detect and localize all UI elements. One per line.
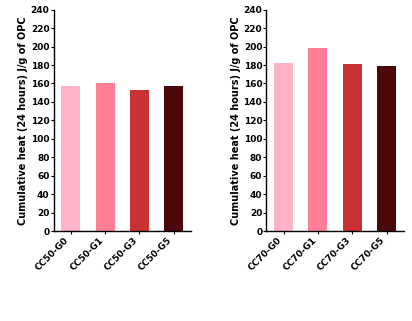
Y-axis label: Cumulative heat (24 hours) J/g of OPC: Cumulative heat (24 hours) J/g of OPC bbox=[18, 16, 28, 225]
Bar bbox=[130, 90, 149, 231]
Bar bbox=[343, 64, 362, 231]
Bar bbox=[377, 66, 396, 231]
Bar bbox=[309, 48, 328, 231]
Bar bbox=[164, 86, 183, 231]
Y-axis label: Cumulative heat (24 hours) J/g of OPC: Cumulative heat (24 hours) J/g of OPC bbox=[231, 16, 241, 225]
Bar bbox=[274, 63, 293, 231]
Bar bbox=[61, 86, 80, 231]
Bar bbox=[96, 82, 115, 231]
